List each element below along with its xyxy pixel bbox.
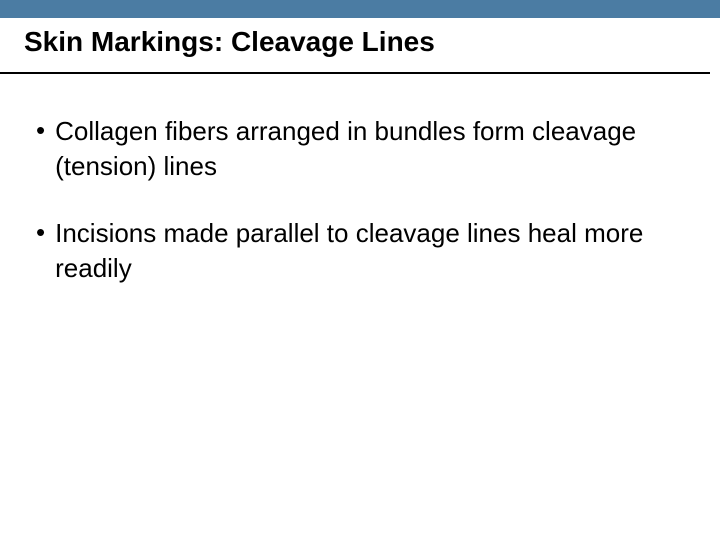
content-area: • Collagen fibers arranged in bundles fo… xyxy=(0,74,720,286)
slide-title: Skin Markings: Cleavage Lines xyxy=(0,18,710,74)
bullet-marker-icon: • xyxy=(36,216,45,250)
header-bar xyxy=(0,0,720,18)
bullet-text: Collagen fibers arranged in bundles form… xyxy=(55,114,690,184)
bullet-text: Incisions made parallel to cleavage line… xyxy=(55,216,690,286)
bullet-item: • Collagen fibers arranged in bundles fo… xyxy=(30,114,690,184)
bullet-item: • Incisions made parallel to cleavage li… xyxy=(30,216,690,286)
bullet-marker-icon: • xyxy=(36,114,45,148)
